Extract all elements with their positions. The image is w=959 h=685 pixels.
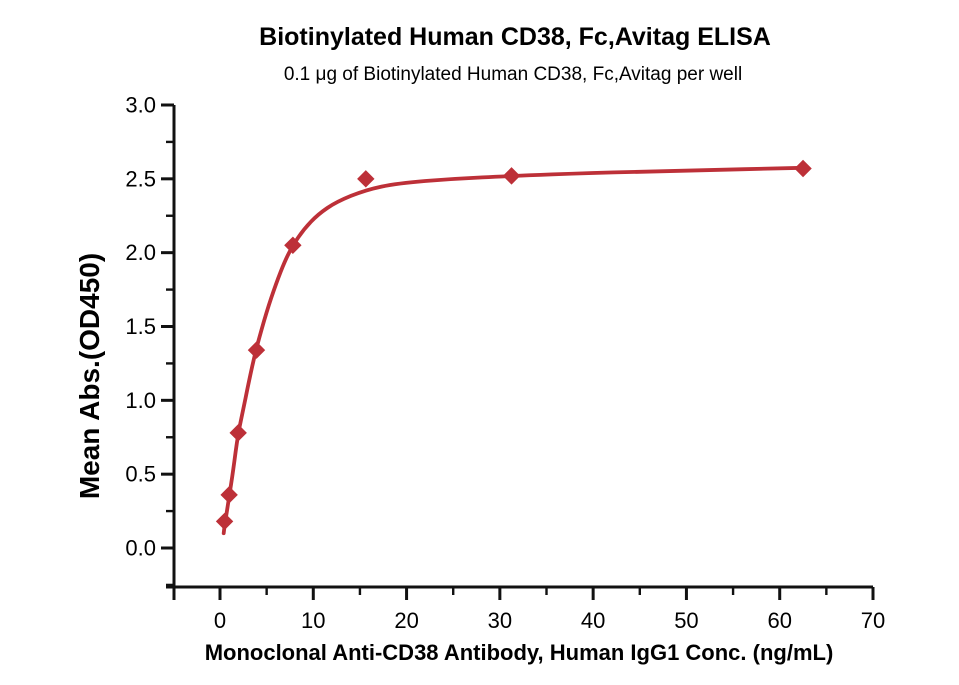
x-axis-label: Monoclonal Anti-CD38 Antibody, Human IgG… xyxy=(205,640,834,665)
y-tick-label: 3.0 xyxy=(125,92,156,117)
x-tick-label: 10 xyxy=(301,608,325,633)
x-tick-label: 40 xyxy=(581,608,605,633)
data-point-marker xyxy=(220,486,238,504)
x-tick-label: 0 xyxy=(214,608,226,633)
chart-subtitle: 0.1 μg of Biotinylated Human CD38, Fc,Av… xyxy=(284,64,742,85)
y-tick-label: 2.5 xyxy=(125,166,156,191)
y-tick-label: 1.0 xyxy=(125,388,156,413)
data-point-marker xyxy=(215,512,234,531)
data-point-marker xyxy=(794,159,812,178)
data-point-marker xyxy=(357,170,375,188)
data-points xyxy=(215,159,812,531)
axis-spines xyxy=(166,105,873,600)
y-tick-label: 0.0 xyxy=(125,536,156,561)
y-tick-label: 2.0 xyxy=(125,240,156,265)
x-tick-label: 20 xyxy=(394,608,418,633)
fit-curve-line xyxy=(221,165,805,536)
chart-title: Biotinylated Human CD38, Fc,Avitag ELISA xyxy=(259,23,771,51)
y-axis-label: Mean Abs.(OD450) xyxy=(74,253,105,499)
x-tick-label: 60 xyxy=(767,608,791,633)
x-tick-label: 30 xyxy=(488,608,512,633)
x-tick-label: 70 xyxy=(861,608,885,633)
y-tick-label: 1.5 xyxy=(125,314,156,339)
data-point-marker xyxy=(284,236,302,254)
y-tick-label: 0.5 xyxy=(125,462,156,487)
data-point-marker xyxy=(247,341,266,359)
axes: 0 10 20 30 40 50 60 70 0.0 0.5 1.0 1.5 2.0 2.5 3.0 xyxy=(125,92,885,633)
data-point-marker xyxy=(229,424,247,442)
x-tick-label: 50 xyxy=(674,608,698,633)
data-point-marker xyxy=(502,167,521,185)
